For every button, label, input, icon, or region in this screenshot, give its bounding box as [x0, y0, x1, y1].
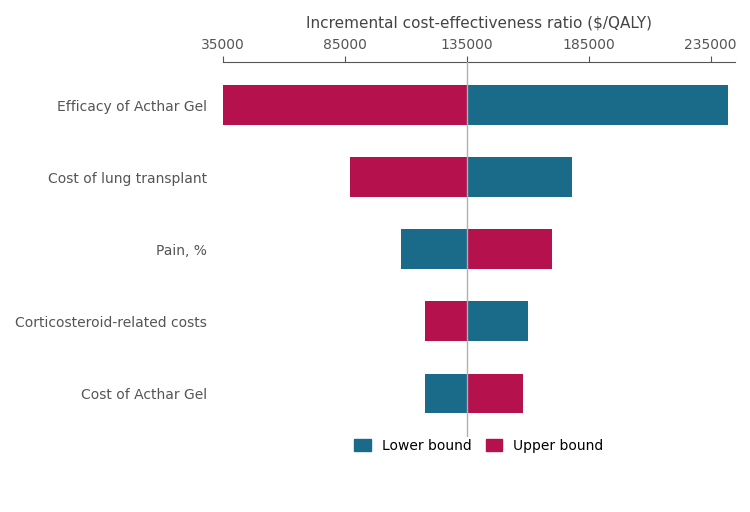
Bar — [425, 302, 466, 341]
Bar — [350, 157, 466, 197]
Bar — [466, 157, 572, 197]
Bar — [466, 374, 523, 413]
Bar — [466, 86, 728, 125]
Bar — [223, 86, 466, 125]
Bar — [466, 302, 528, 341]
Bar — [425, 374, 466, 413]
Bar — [401, 229, 466, 269]
Bar — [466, 229, 552, 269]
X-axis label: Incremental cost-effectiveness ratio ($/QALY): Incremental cost-effectiveness ratio ($/… — [306, 15, 652, 30]
Legend: Lower bound, Upper bound: Lower bound, Upper bound — [347, 432, 610, 460]
